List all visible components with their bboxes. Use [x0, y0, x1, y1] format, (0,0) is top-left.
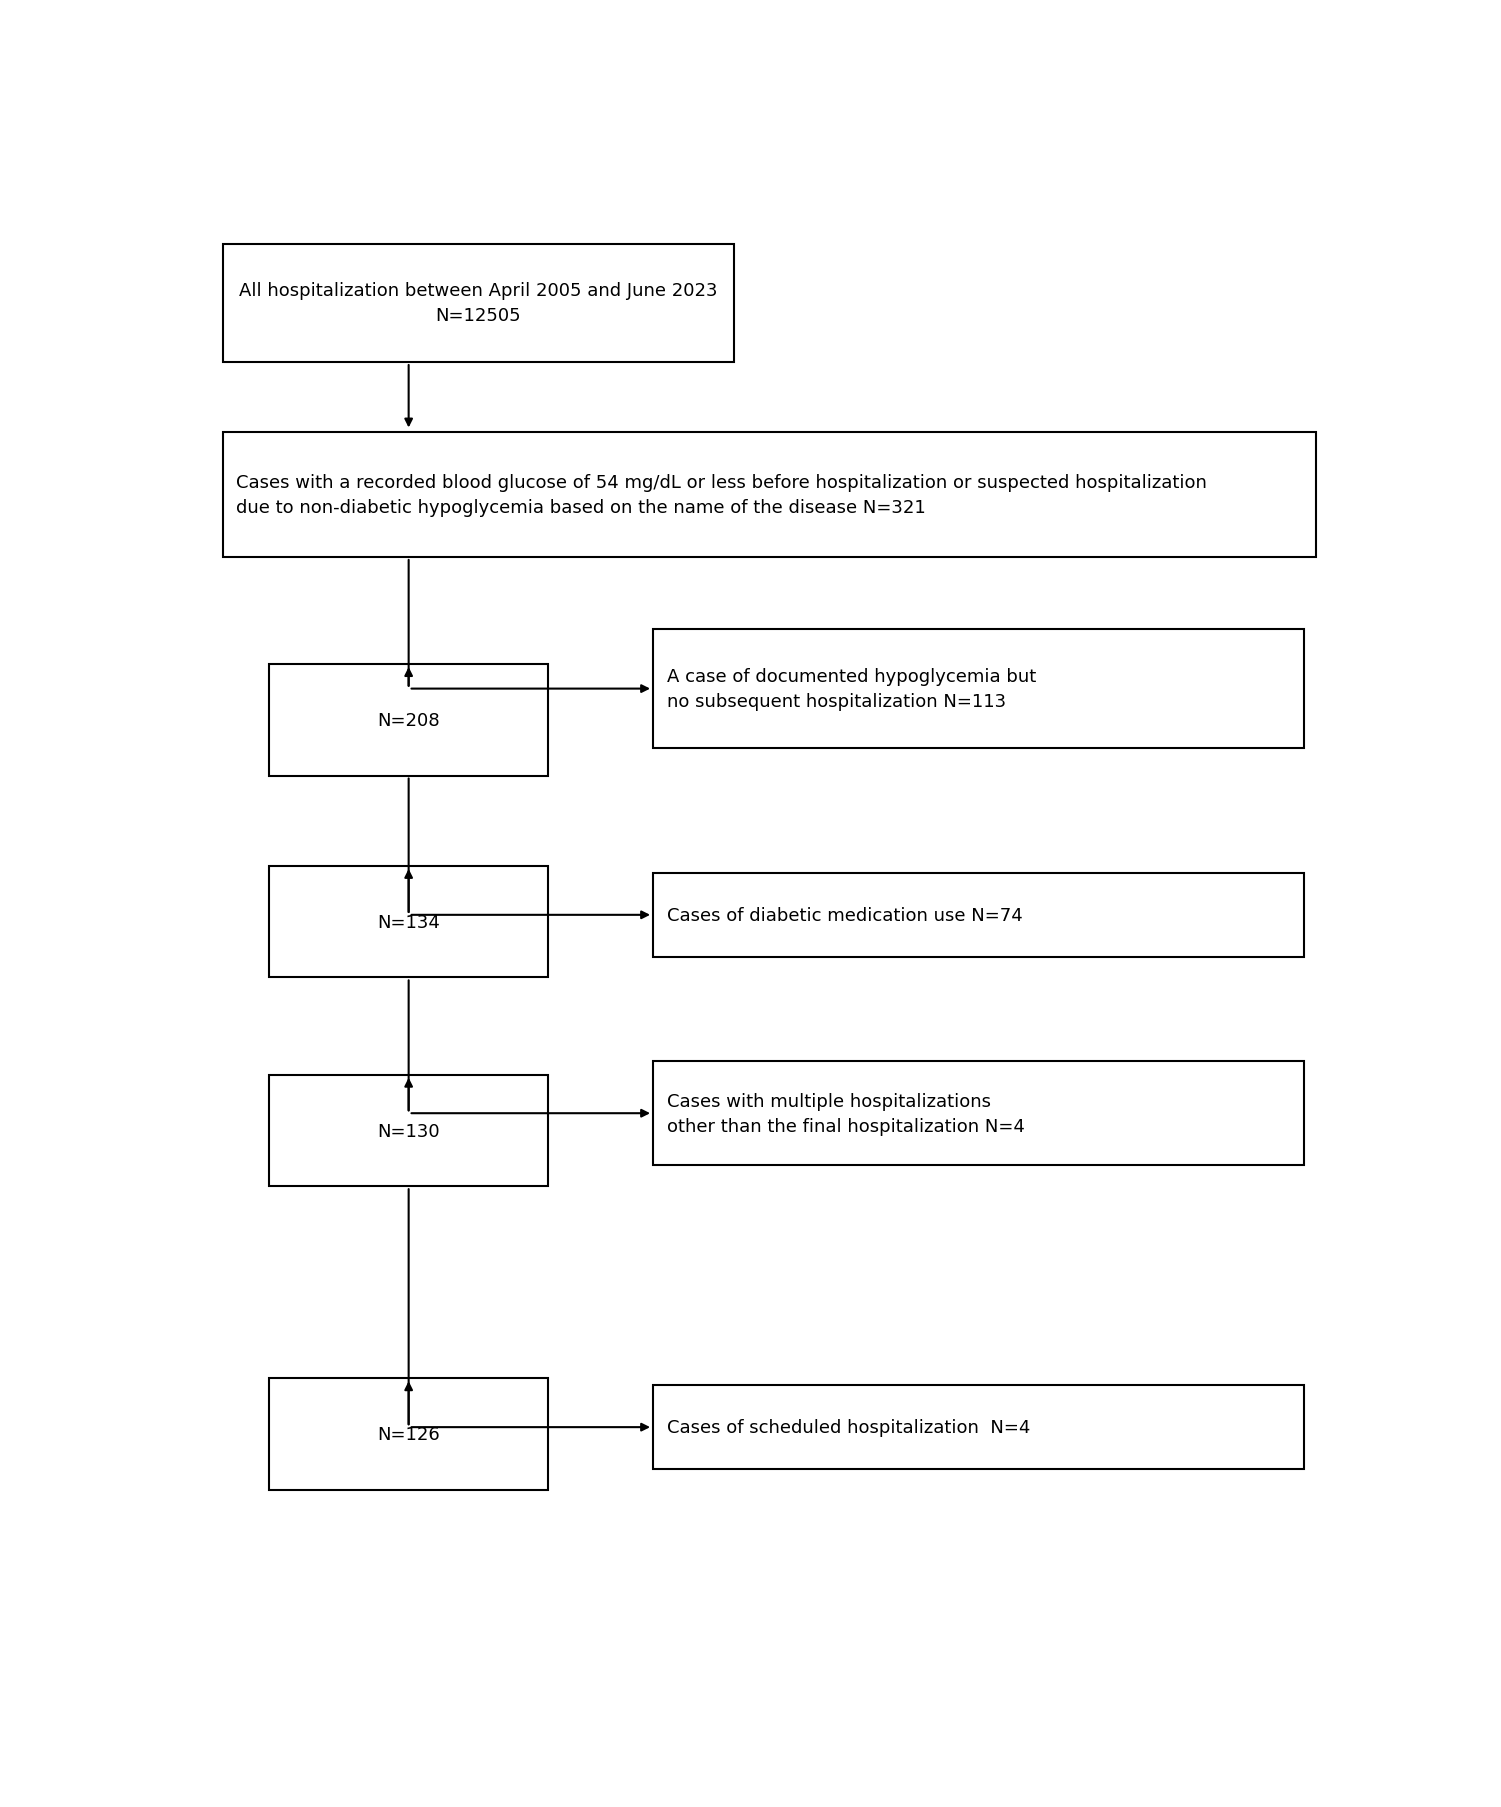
Text: Cases with multiple hospitalizations
other than the final hospitalization N=4: Cases with multiple hospitalizations oth…: [666, 1091, 1025, 1135]
Text: Cases with a recorded blood glucose of 54 mg/dL or less before hospitalization o: Cases with a recorded blood glucose of 5…: [237, 473, 1207, 517]
Text: N=126: N=126: [377, 1426, 440, 1444]
FancyBboxPatch shape: [269, 1075, 548, 1187]
Text: N=208: N=208: [377, 712, 440, 730]
Text: Cases of diabetic medication use N=74: Cases of diabetic medication use N=74: [666, 907, 1022, 925]
Text: N=130: N=130: [377, 1122, 440, 1140]
FancyBboxPatch shape: [222, 432, 1316, 558]
Text: N=134: N=134: [377, 913, 440, 931]
Text: Cases of scheduled hospitalization  N=4: Cases of scheduled hospitalization N=4: [666, 1418, 1030, 1437]
FancyBboxPatch shape: [653, 873, 1304, 958]
FancyBboxPatch shape: [653, 1386, 1304, 1469]
FancyBboxPatch shape: [269, 1379, 548, 1491]
FancyBboxPatch shape: [653, 631, 1304, 748]
FancyBboxPatch shape: [269, 665, 548, 777]
FancyBboxPatch shape: [653, 1061, 1304, 1166]
Text: All hospitalization between April 2005 and June 2023
N=12505: All hospitalization between April 2005 a…: [239, 282, 717, 325]
FancyBboxPatch shape: [222, 244, 734, 363]
FancyBboxPatch shape: [269, 867, 548, 978]
Text: A case of documented hypoglycemia but
no subsequent hospitalization N=113: A case of documented hypoglycemia but no…: [666, 669, 1036, 710]
